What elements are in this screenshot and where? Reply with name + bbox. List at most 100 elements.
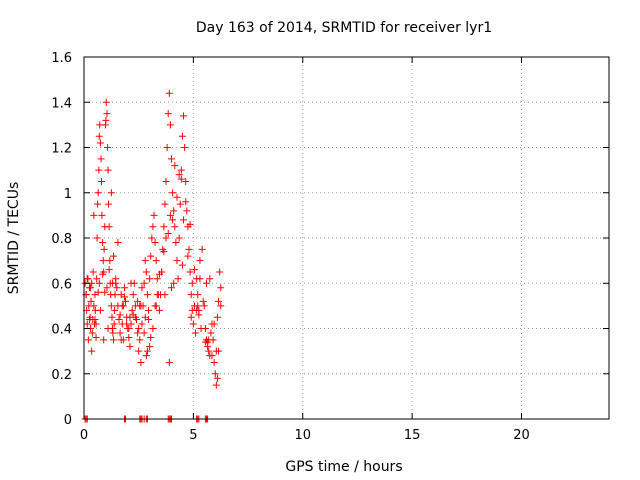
- y-axis-title: SRMTID / TECUs: [6, 182, 22, 295]
- data-point: [194, 302, 202, 310]
- data-point: [90, 211, 98, 219]
- data-point: [155, 270, 163, 278]
- points-layer: [81, 89, 225, 423]
- data-point: [110, 252, 118, 260]
- data-point: [116, 311, 124, 319]
- data-point: [162, 177, 170, 185]
- tick-layer: 0 0.2 0.4 0.6 0.8 1 1.2 1.4 1.6 0 5 10 15 20: [51, 51, 609, 443]
- data-point: [99, 270, 107, 278]
- data-point: [215, 297, 223, 305]
- data-point: [110, 336, 118, 344]
- data-point: [196, 275, 204, 283]
- data-point: [189, 320, 197, 328]
- data-point: [123, 320, 131, 328]
- data-point: [208, 352, 216, 360]
- data-point: [180, 216, 188, 224]
- data-point: [95, 132, 103, 140]
- data-point: [172, 239, 180, 247]
- data-point: [165, 358, 173, 366]
- data-point: [216, 268, 224, 276]
- data-point: [118, 302, 126, 310]
- data-point: [134, 297, 142, 305]
- data-point: [170, 207, 178, 215]
- data-point: [152, 257, 160, 265]
- data-point: [174, 275, 182, 283]
- data-point: [129, 311, 137, 319]
- data-point: [137, 358, 145, 366]
- data-point: [141, 257, 149, 265]
- data-point: [83, 275, 91, 283]
- data-point: [173, 193, 181, 201]
- data-point: [114, 239, 122, 247]
- data-point: [171, 162, 179, 170]
- data-point: [169, 189, 177, 197]
- data-point: [169, 216, 177, 224]
- data-point: [196, 257, 204, 265]
- data-point: [115, 315, 123, 323]
- data-point: [104, 166, 112, 174]
- data-point: [161, 200, 169, 208]
- data-point: [166, 211, 174, 219]
- data-point: [87, 284, 95, 292]
- data-point: [217, 284, 225, 292]
- x-tick-label: 5: [189, 428, 197, 443]
- data-point: [165, 89, 173, 97]
- x-axis-title: GPS time / hours: [285, 459, 402, 475]
- data-point: [177, 175, 185, 183]
- data-point: [97, 155, 105, 163]
- data-point: [128, 306, 136, 314]
- data-point: [160, 248, 168, 256]
- grid-layer: [84, 57, 609, 419]
- data-point: [126, 343, 134, 351]
- data-point: [162, 234, 170, 242]
- data-point: [168, 155, 175, 163]
- data-point: [149, 325, 157, 332]
- data-point: [140, 279, 148, 287]
- y-tick-label: 1.4: [51, 96, 72, 111]
- y-tick-label: 0.8: [51, 232, 72, 247]
- data-point: [198, 245, 206, 253]
- data-point: [94, 189, 102, 197]
- data-point: [149, 223, 157, 231]
- data-point: [211, 370, 219, 378]
- data-point: [84, 336, 92, 344]
- data-point: [213, 374, 221, 382]
- data-point: [111, 306, 119, 314]
- data-point: [186, 220, 194, 228]
- data-point: [155, 306, 163, 314]
- data-point: [100, 336, 108, 344]
- data-point: [116, 329, 124, 337]
- data-point: [168, 284, 175, 292]
- x-tick-label: 20: [513, 428, 530, 443]
- data-point: [213, 313, 221, 321]
- data-point: [190, 266, 198, 274]
- data-point: [105, 223, 113, 231]
- data-point: [127, 279, 135, 287]
- data-point: [148, 234, 156, 242]
- data-point: [119, 336, 127, 344]
- data-point: [98, 211, 106, 219]
- data-point: [112, 279, 120, 287]
- y-tick-label: 0: [64, 413, 72, 428]
- data-point: [147, 334, 155, 342]
- data-point: [193, 306, 201, 314]
- data-point: [192, 329, 200, 337]
- y-tick-label: 1.2: [51, 142, 72, 157]
- data-point: [207, 329, 215, 337]
- data-point: [90, 302, 98, 310]
- data-point: [92, 334, 100, 342]
- data-point: [108, 313, 116, 321]
- data-point: [197, 325, 205, 332]
- data-point: [83, 320, 91, 328]
- data-point: [98, 177, 105, 185]
- data-point: [164, 229, 172, 237]
- data-point: [143, 291, 151, 299]
- data-point: [195, 311, 203, 319]
- data-point: [175, 234, 183, 242]
- data-point: [178, 261, 186, 269]
- data-point: [111, 291, 119, 299]
- data-point: [187, 313, 195, 321]
- x-tick-label: 15: [404, 428, 421, 443]
- data-point: [85, 315, 93, 323]
